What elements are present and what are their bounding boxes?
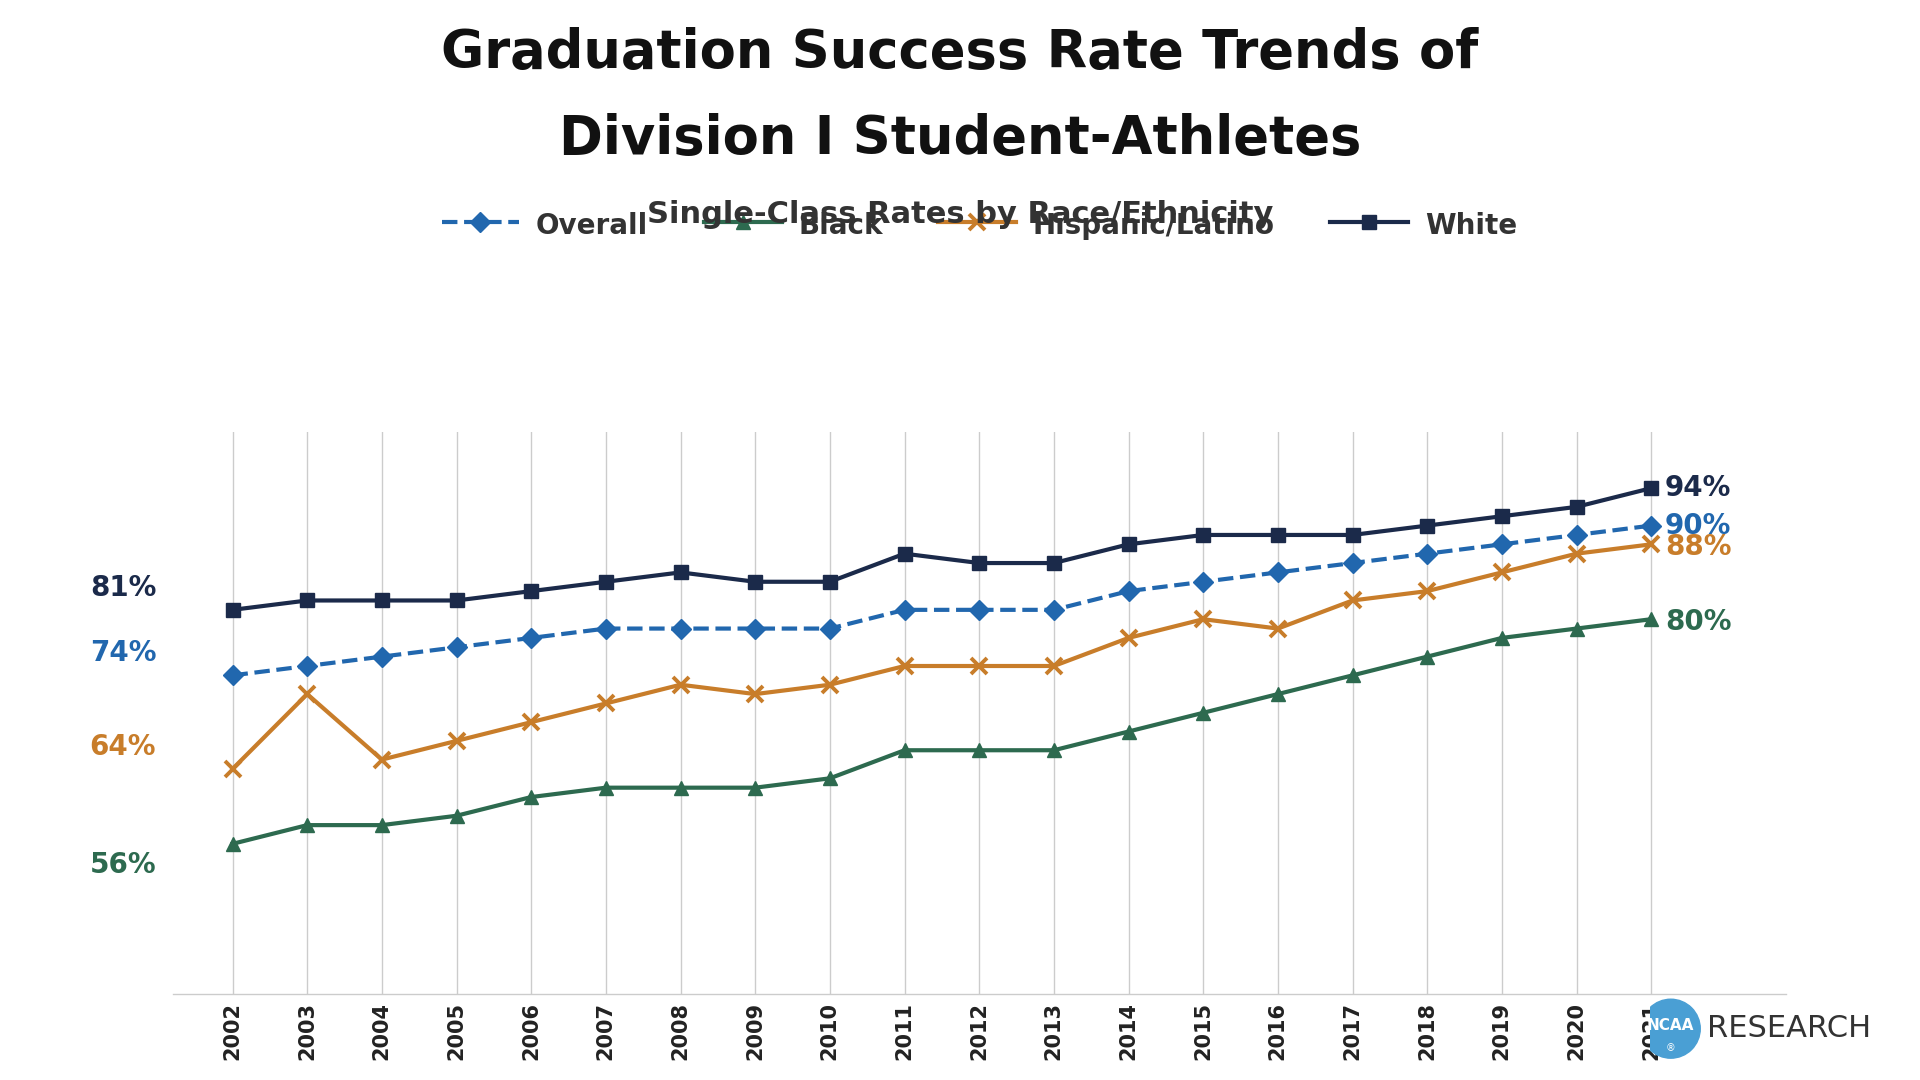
Text: ®: ®: [1667, 1043, 1676, 1053]
Legend: Overall, Black, Hispanic/Latino, White: Overall, Black, Hispanic/Latino, White: [442, 210, 1517, 240]
Text: 81%: 81%: [90, 573, 156, 602]
Text: NCAA: NCAA: [1647, 1017, 1695, 1032]
Text: Single-Class Rates by Race/Ethnicity: Single-Class Rates by Race/Ethnicity: [647, 200, 1273, 229]
Text: 56%: 56%: [90, 851, 156, 879]
Text: 64%: 64%: [90, 732, 156, 760]
Text: 74%: 74%: [90, 639, 156, 667]
Text: Graduation Success Rate Trends of: Graduation Success Rate Trends of: [442, 27, 1478, 79]
Text: 88%: 88%: [1665, 534, 1732, 562]
Text: 90%: 90%: [1665, 512, 1732, 540]
Circle shape: [1642, 999, 1701, 1058]
Text: 94%: 94%: [1665, 474, 1732, 502]
Text: Division I Student-Athletes: Division I Student-Athletes: [559, 113, 1361, 165]
Text: 80%: 80%: [1665, 608, 1732, 636]
Text: RESEARCH: RESEARCH: [1707, 1014, 1872, 1043]
